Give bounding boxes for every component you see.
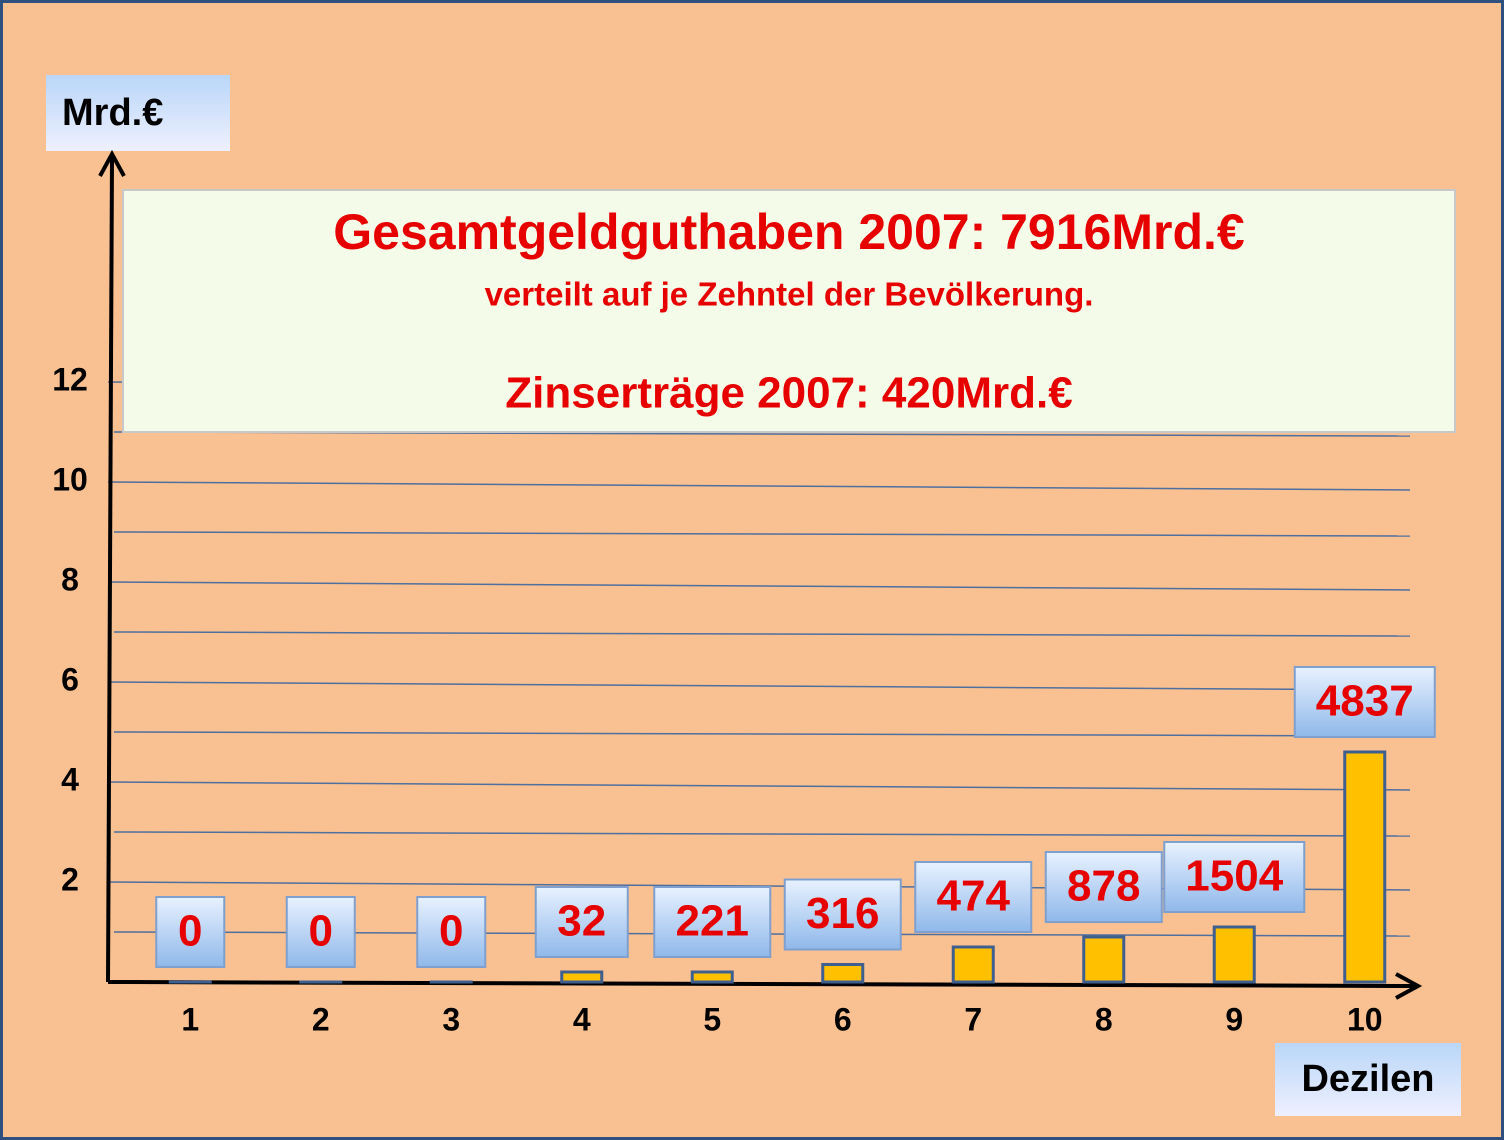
value-label: 0	[178, 907, 202, 956]
y-tick-label: 8	[61, 561, 79, 597]
x-label: Dezilen	[1301, 1058, 1434, 1100]
grid-line	[107, 481, 1411, 491]
x-tick-label: 7	[964, 1001, 982, 1037]
annotation: Zinserträge 2007: 420Mrd.€	[505, 369, 1072, 418]
value-box	[1293, 666, 1436, 738]
value-box	[653, 886, 772, 958]
chart-title: Gesamtgeldguthaben 2007: 7916Mrd.€	[333, 204, 1244, 260]
y-tick-label: 6	[61, 661, 79, 697]
value-box	[914, 861, 1033, 933]
y-tick-label: 2	[61, 861, 79, 897]
minor-grid-line	[113, 831, 1411, 837]
value-box	[1044, 851, 1163, 923]
value-label: 4837	[1316, 677, 1414, 726]
value-box	[783, 878, 902, 951]
minor-grid-line	[113, 631, 1411, 637]
x-tick-label: 9	[1225, 1001, 1243, 1037]
y-axis	[106, 157, 114, 983]
x-tick-label: 10	[1347, 1001, 1383, 1037]
y-tick-label: 4	[61, 761, 79, 797]
value-box	[155, 896, 226, 968]
y-axis-arrow	[98, 149, 126, 177]
value-label: 0	[439, 907, 463, 956]
value-box	[416, 896, 487, 968]
grid-line	[107, 681, 1411, 691]
y-label-box	[46, 75, 230, 151]
value-label: 0	[309, 907, 333, 956]
x-tick-label: 2	[312, 1001, 330, 1037]
x-tick-label: 5	[703, 1001, 721, 1037]
value-label: 221	[676, 897, 749, 946]
bar	[1212, 925, 1256, 984]
bar	[560, 970, 604, 984]
labels: 0 0 0 32 221 316 474 878 1504 4837	[155, 666, 1436, 968]
x-label-box	[1275, 1043, 1461, 1116]
value-box	[1163, 841, 1306, 913]
value-label: 316	[806, 889, 879, 938]
x-axis-arrow	[1395, 972, 1423, 1000]
bar	[690, 970, 734, 984]
value-box	[534, 886, 629, 958]
value-label: 474	[937, 872, 1011, 921]
y-tick-label: 12	[52, 361, 88, 397]
value-label: 32	[557, 897, 606, 946]
x-tick-label: 1	[181, 1001, 199, 1037]
bar	[821, 963, 865, 984]
bar	[1343, 750, 1387, 984]
value-box	[285, 896, 356, 968]
grid-line	[107, 781, 1411, 791]
x-tick-label: 4	[573, 1001, 591, 1037]
y-label: Mrd.€	[62, 92, 163, 134]
bar	[951, 945, 995, 984]
x-tick-label: 8	[1095, 1001, 1113, 1037]
x-tick-label: 3	[442, 1001, 460, 1037]
title-box	[122, 189, 1456, 433]
y-tick-label: 10	[52, 461, 88, 497]
bar	[1082, 935, 1126, 984]
chart-subtitle: verteilt auf je Zehntel der Bevölkerung.	[485, 276, 1094, 313]
minor-grid-line	[113, 731, 1411, 737]
value-label: 878	[1067, 862, 1140, 911]
value-label: 1504	[1185, 852, 1283, 901]
grid-line	[107, 581, 1411, 591]
x-tick-label: 6	[834, 1001, 852, 1037]
minor-grid-line	[113, 531, 1411, 537]
